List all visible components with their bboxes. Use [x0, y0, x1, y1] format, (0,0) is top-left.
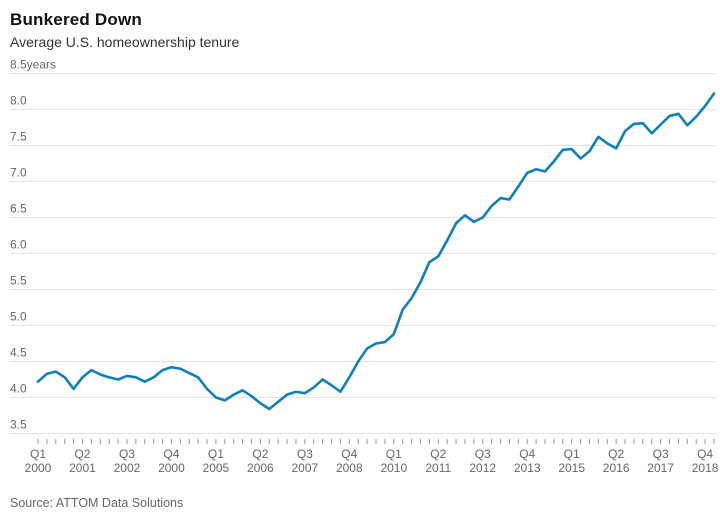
- x-axis-tick-quarter: Q1: [208, 447, 224, 461]
- x-axis-tick-quarter: Q1: [386, 447, 402, 461]
- x-axis-tick-quarter: Q2: [74, 447, 90, 461]
- y-axis-tick-label: 7.5: [10, 130, 27, 144]
- x-axis-tick-quarter: Q3: [475, 447, 491, 461]
- x-axis-tick-year: 2018: [692, 461, 719, 475]
- x-axis-tick-quarter: Q2: [608, 447, 624, 461]
- x-axis-tick-year: 2007: [291, 461, 318, 475]
- y-axis-tick-label: 7.0: [10, 166, 27, 180]
- x-axis-tick-quarter: Q4: [341, 447, 357, 461]
- x-axis-tick-year: 2000: [158, 461, 185, 475]
- y-axis-tick-label: 3.5: [10, 418, 27, 432]
- chart-title: Bunkered Down: [10, 10, 143, 29]
- x-axis-tick-quarter: Q1: [564, 447, 580, 461]
- x-axis-tick-quarter: Q1: [30, 447, 46, 461]
- y-axis-tick-label: 8.0: [10, 94, 27, 108]
- y-axis-tick-label: 6.5: [10, 202, 27, 216]
- x-axis-tick-year: 2012: [469, 461, 496, 475]
- x-axis-tick-year: 2000: [25, 461, 52, 475]
- x-axis-tick-quarter: Q2: [430, 447, 446, 461]
- y-axis-tick-label: 6.0: [10, 238, 27, 252]
- x-axis-tick-quarter: Q3: [297, 447, 313, 461]
- x-axis-tick-year: 2015: [558, 461, 585, 475]
- y-axis-tick-label: 4.0: [10, 382, 27, 396]
- y-axis-tick-label: 8.5years: [10, 58, 56, 72]
- x-axis-tick-quarter: Q4: [519, 447, 535, 461]
- x-axis-tick-year: 2011: [425, 461, 451, 475]
- x-axis-tick-year: 2013: [514, 461, 541, 475]
- x-axis-tick-quarter: Q3: [653, 447, 669, 461]
- tenure-line: [36, 92, 716, 411]
- x-axis-tick-year: 2017: [647, 461, 674, 475]
- source-attribution: Source: ATTOM Data Solutions: [10, 496, 184, 510]
- x-axis-tick-quarter: Q3: [119, 447, 135, 461]
- x-axis-tick-year: 2006: [247, 461, 274, 475]
- x-axis-tick-year: 2010: [380, 461, 407, 475]
- x-axis-tick-quarter: Q4: [697, 447, 713, 461]
- x-axis-tick-year: 2005: [203, 461, 230, 475]
- x-axis-tick-quarter: Q4: [163, 447, 179, 461]
- chart-subtitle: Average U.S. homeownership tenure: [10, 34, 240, 50]
- x-axis-tick-year: 2016: [603, 461, 630, 475]
- x-axis-tick-year: 2008: [336, 461, 363, 475]
- y-axis-tick-label: 5.5: [10, 274, 27, 288]
- y-axis-tick-label: 4.5: [10, 346, 27, 360]
- x-axis-tick-year: 2001: [69, 461, 96, 475]
- x-axis-tick-quarter: Q2: [252, 447, 268, 461]
- x-axis-tick-year: 2002: [114, 461, 141, 475]
- y-axis-tick-label: 5.0: [10, 310, 27, 324]
